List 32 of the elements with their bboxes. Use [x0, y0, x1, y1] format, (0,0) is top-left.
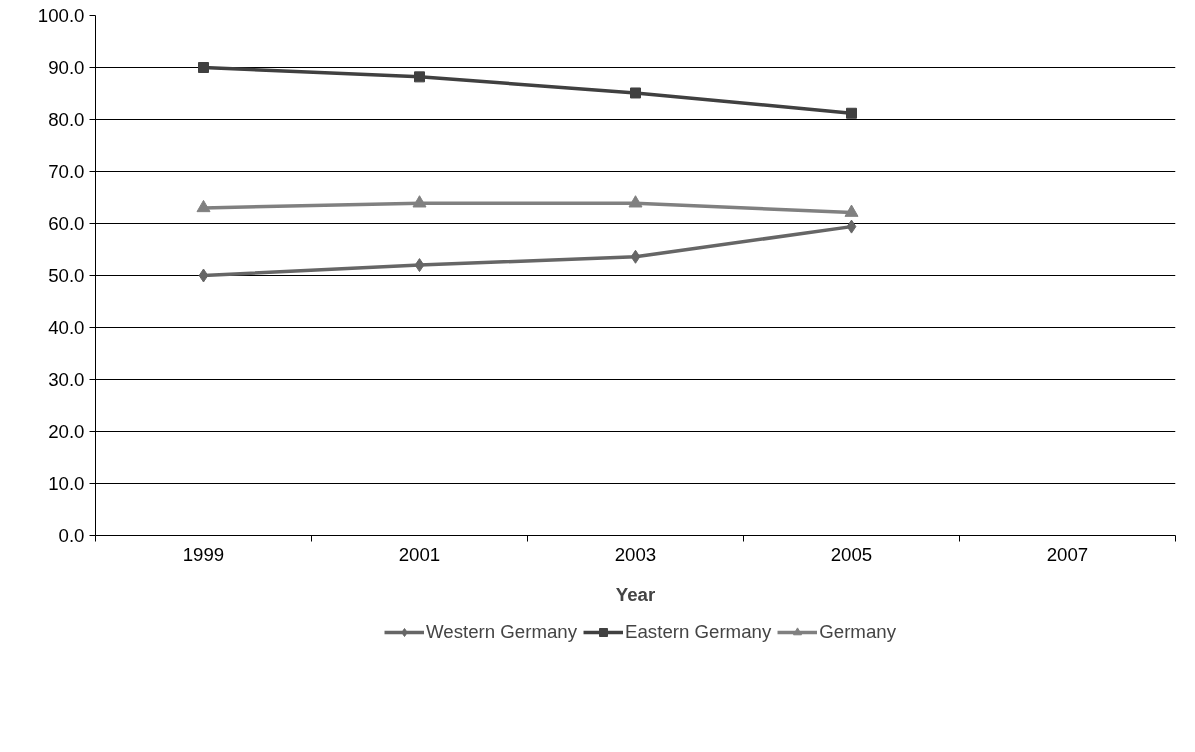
y-tick-label: 90.0 — [48, 57, 85, 78]
y-tick-label: 70.0 — [48, 161, 85, 182]
x-tick-label: 2005 — [830, 543, 873, 565]
x-tick-label: 2007 — [1046, 543, 1089, 565]
y-tick-label: 10.0 — [48, 473, 85, 494]
x-tick-label: 2001 — [398, 543, 441, 565]
point — [630, 87, 641, 99]
y-tick-label: 0.0 — [58, 525, 85, 546]
point — [196, 199, 211, 213]
x-axis-title: Year — [615, 583, 656, 605]
y-tick-label: 20.0 — [48, 421, 85, 442]
y-tick-label: 30.0 — [48, 369, 85, 390]
point — [846, 219, 857, 234]
y-tick-label: 80.0 — [48, 109, 85, 130]
point — [412, 195, 427, 208]
point — [414, 258, 425, 273]
x-tick-label: 2003 — [614, 543, 657, 565]
point — [198, 62, 209, 73]
legend-label: Germany — [819, 621, 896, 643]
legend-label: Eastern Germany — [625, 621, 772, 643]
y-tick-label: 40.0 — [48, 317, 85, 338]
point — [414, 71, 425, 83]
point — [630, 249, 641, 264]
point — [198, 268, 209, 283]
legend-label: Western Germany — [426, 621, 578, 643]
y-tick-label: 100.0 — [37, 5, 85, 26]
y-tick-label: 60.0 — [48, 213, 85, 234]
y-tick-label: 50.0 — [48, 265, 85, 286]
x-tick-label: 1999 — [182, 543, 225, 565]
point — [628, 195, 643, 208]
point — [846, 107, 857, 119]
point — [844, 204, 859, 217]
